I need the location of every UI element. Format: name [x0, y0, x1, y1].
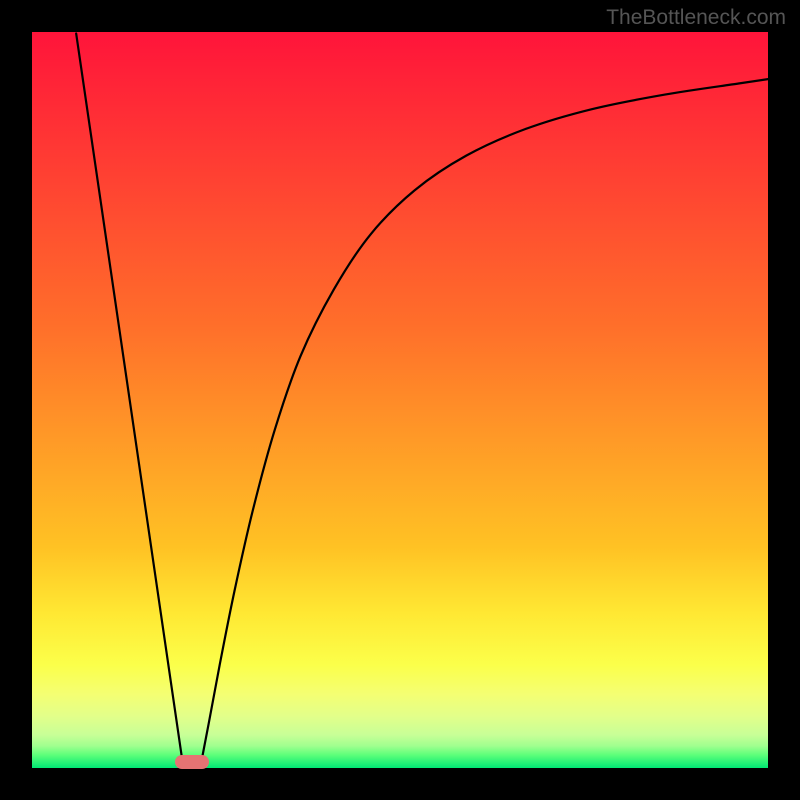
chart-container: TheBottleneck.com	[0, 0, 800, 800]
plot-area	[32, 32, 768, 768]
optimal-marker	[175, 755, 209, 769]
watermark-text: TheBottleneck.com	[606, 6, 786, 30]
